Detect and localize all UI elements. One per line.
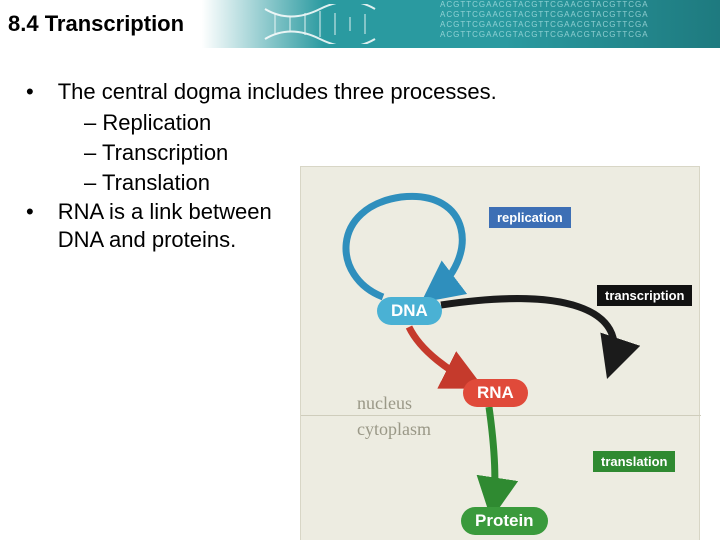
bullet-dot-icon: • bbox=[22, 78, 58, 106]
bullet-2: • RNA is a link between DNA and proteins… bbox=[22, 198, 322, 254]
transcription-tag: transcription bbox=[597, 285, 692, 306]
transcription-arrow-black bbox=[441, 299, 614, 367]
protein-pill: Protein bbox=[461, 507, 548, 535]
central-dogma-diagram: nucleus cytoplasm bbox=[300, 166, 700, 540]
bullet-2-text: RNA is a link between DNA and proteins. bbox=[58, 198, 322, 254]
dna-pill: DNA bbox=[377, 297, 442, 325]
bullet-1: • The central dogma includes three proce… bbox=[22, 78, 698, 106]
subbullet-replication: – Replication bbox=[22, 108, 698, 138]
header-dna-letters: ACGTTCGAACGTACGTTCGAACGTACGTTCGA ACGTTCG… bbox=[440, 0, 720, 48]
replication-arrow bbox=[346, 196, 462, 297]
translation-tag: translation bbox=[593, 451, 675, 472]
header-title: 8.4 Transcription bbox=[8, 11, 184, 37]
slide-header: 8.4 Transcription ACGTTCGAACGTACGTTCGAAC… bbox=[0, 0, 720, 48]
bullet-dot-icon: • bbox=[22, 198, 58, 226]
translation-arrow bbox=[489, 407, 495, 507]
slide-body: • The central dogma includes three proce… bbox=[0, 48, 720, 254]
subbullet-transcription: – Transcription bbox=[22, 138, 698, 168]
replication-tag: replication bbox=[489, 207, 571, 228]
dna-helix-icon bbox=[260, 4, 380, 44]
rna-pill: RNA bbox=[463, 379, 528, 407]
bullet-1-text: The central dogma includes three process… bbox=[58, 78, 497, 106]
transcription-arrow-red bbox=[409, 327, 473, 383]
